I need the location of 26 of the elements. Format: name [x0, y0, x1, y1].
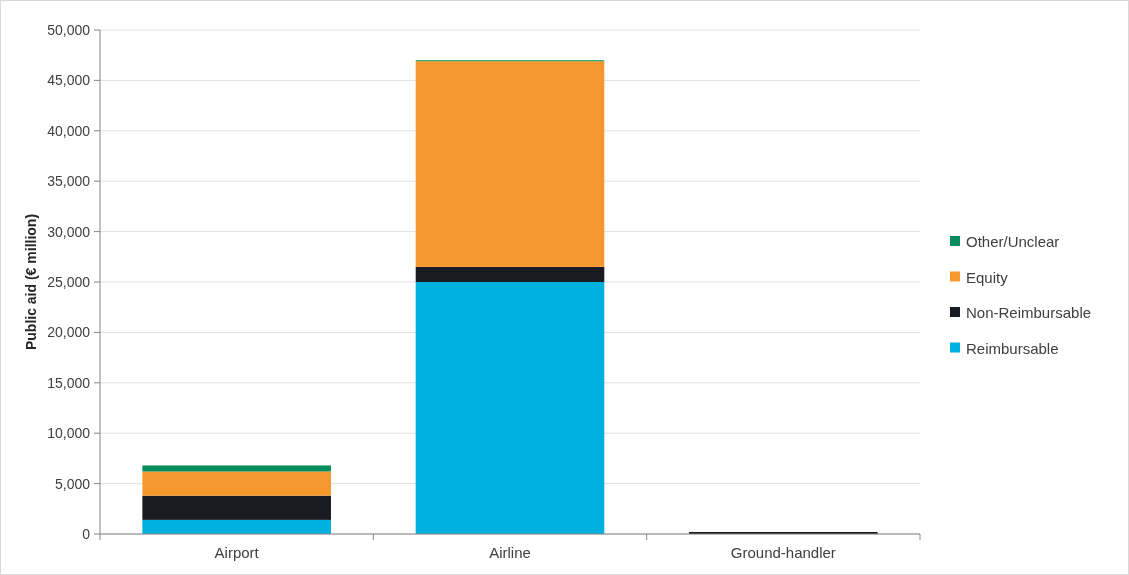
bar	[142, 495, 331, 520]
y-axis-title: Public aid (€ million)	[23, 213, 39, 351]
y-tick-label: 20,000	[47, 324, 91, 341]
bar	[142, 519, 331, 534]
bar	[415, 282, 605, 534]
x-tick-label: Airline	[489, 544, 531, 561]
y-tick-label: 15,000	[47, 374, 91, 391]
bar	[142, 465, 331, 472]
legend-label: Equity	[966, 268, 1009, 286]
x-tick-label: Airport	[214, 544, 260, 561]
y-tick-label: 50,000	[47, 21, 91, 38]
bar	[142, 471, 331, 496]
x-tick-label: Ground-handler	[730, 544, 836, 561]
y-tick-label: 30,000	[47, 223, 91, 240]
y-tick-label: 45,000	[47, 72, 91, 89]
bar	[415, 266, 605, 282]
y-tick-label: 10,000	[47, 425, 91, 442]
y-tick-label: 40,000	[47, 122, 91, 139]
legend-label: Reimbursable	[966, 339, 1059, 357]
y-tick-label: 35,000	[47, 173, 91, 190]
legend-label: Non-Reimbursable	[966, 304, 1092, 322]
y-tick-label: 25,000	[47, 273, 91, 290]
legend-label: Other/Unclear	[966, 233, 1060, 251]
bar	[415, 61, 605, 267]
y-tick-label: 0	[82, 525, 91, 542]
y-tick-label: 5,000	[54, 475, 91, 492]
